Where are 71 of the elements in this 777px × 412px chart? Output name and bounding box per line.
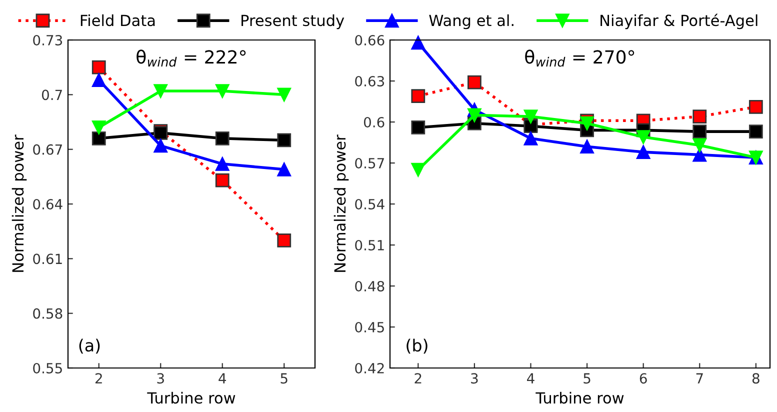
legend-label: Niayifar & Porté-Agel [600, 14, 758, 30]
x-tick-label: 2 [414, 373, 422, 384]
y-tick-label: 0.66 [355, 34, 384, 46]
x-axis-title: Turbine row [536, 392, 624, 404]
point [636, 130, 650, 144]
point [277, 162, 292, 176]
y-tick-label: 0.54 [355, 198, 384, 210]
y-tick-label: 0.51 [355, 240, 384, 250]
point [692, 124, 707, 139]
point [92, 73, 106, 88]
x-tick-label: 5 [584, 373, 590, 384]
point [411, 162, 426, 177]
point [524, 110, 538, 124]
point [580, 116, 594, 130]
x-tick-label: 4 [218, 373, 226, 384]
x-tick-label: 6 [640, 373, 647, 384]
point [692, 110, 707, 124]
annotation: θ$_{wind}$ = 270° [525, 50, 634, 67]
point [468, 108, 482, 122]
y-tick-label: 0.73 [33, 34, 62, 46]
point [277, 88, 292, 102]
legend-label: Wang et al. [429, 14, 514, 30]
point [411, 36, 426, 50]
point [748, 100, 763, 114]
point [580, 140, 594, 154]
y-tick-label: 0.58 [33, 308, 62, 319]
x-tick-label: 7 [696, 373, 703, 384]
point [92, 60, 106, 74]
y-tick-label: 0.63 [355, 76, 384, 86]
y-axis-title: Normalized power [12, 134, 27, 272]
y-tick-label: 0.45 [355, 322, 384, 332]
y-tick-label: 0.57 [355, 158, 384, 168]
point [215, 156, 230, 171]
y-tick-label: 0.64 [33, 198, 62, 210]
point [277, 133, 292, 148]
x-tick-label: 4 [527, 373, 534, 384]
point [92, 131, 106, 146]
point [215, 84, 230, 98]
point [636, 145, 650, 160]
x-tick-label: 3 [157, 373, 164, 384]
annotation: (b) [406, 338, 428, 354]
point [692, 138, 707, 152]
point [411, 89, 426, 103]
y-tick-label: 0.48 [355, 280, 384, 292]
y-tick-label: 0.55 [33, 362, 62, 374]
x-axis-title: Turbine row [147, 392, 236, 404]
y-tick-label: 0.61 [33, 254, 62, 264]
point [154, 138, 168, 153]
x-tick-label: 8 [752, 373, 760, 384]
y-tick-label: 0.67 [33, 144, 62, 155]
y-tick-label: 0.6 [364, 116, 384, 128]
y-axis-title: Normalized power [334, 134, 349, 272]
point [411, 120, 426, 134]
annotation: θ$_{wind}$ = 222° [136, 50, 246, 67]
x-tick-label: 5 [280, 373, 288, 384]
x-tick-label: 3 [471, 373, 478, 384]
point [92, 120, 106, 134]
legend-label: Field Data [80, 14, 155, 26]
point [468, 75, 482, 90]
point [277, 234, 292, 248]
point [748, 124, 763, 139]
point [154, 84, 168, 98]
point [524, 131, 538, 146]
annotation: (a) [79, 338, 100, 354]
y-tick-label: 0.42 [355, 362, 384, 374]
x-tick-label: 2 [95, 373, 102, 384]
point [215, 173, 230, 188]
point [692, 148, 707, 162]
y-tick-label: 0.7 [42, 90, 62, 100]
legend-label: Present study [242, 14, 344, 30]
point [215, 131, 230, 146]
